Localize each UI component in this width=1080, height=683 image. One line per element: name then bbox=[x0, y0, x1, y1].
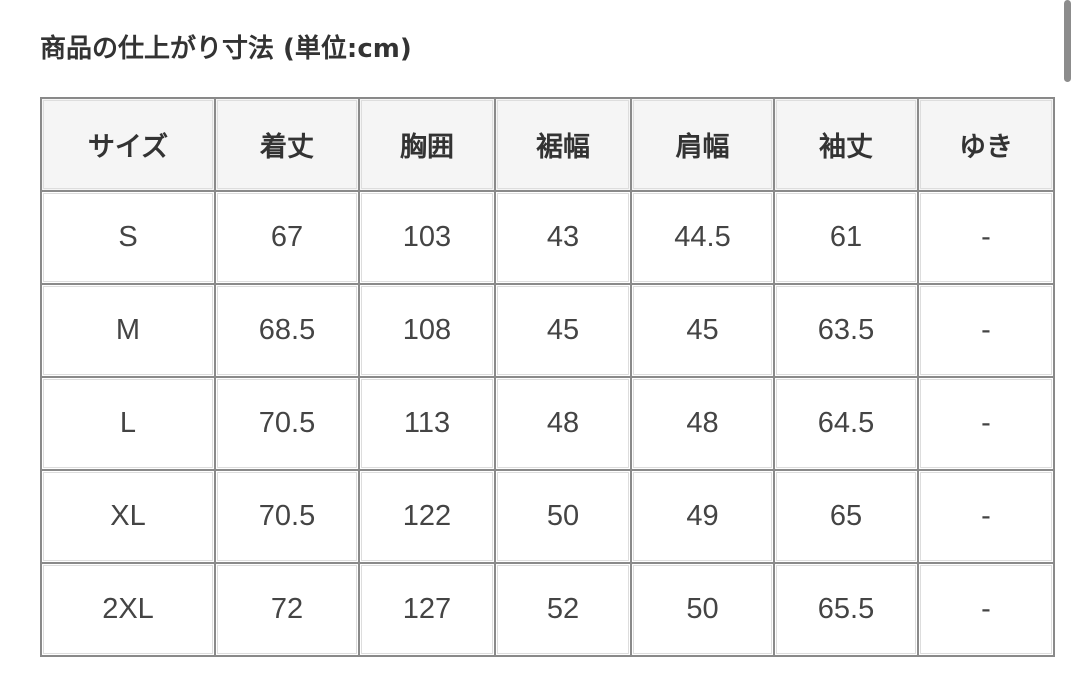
table-row: L 70.5 113 48 48 64.5- bbox=[41, 377, 1054, 470]
table-cell: - bbox=[918, 377, 1054, 470]
table-cell: - bbox=[918, 563, 1054, 656]
table-cell: 45 bbox=[495, 284, 631, 377]
table-cell: 45 bbox=[631, 284, 774, 377]
table-cell: 70.5 bbox=[215, 377, 359, 470]
table-cell: L bbox=[41, 377, 215, 470]
table-cell: 108 bbox=[359, 284, 495, 377]
table-cell: XL bbox=[41, 470, 215, 563]
table-cell: - bbox=[918, 191, 1054, 284]
table-cell: 68.5 bbox=[215, 284, 359, 377]
column-header: 肩幅 bbox=[631, 98, 774, 191]
column-header: 袖丈 bbox=[774, 98, 918, 191]
table-cell: S bbox=[41, 191, 215, 284]
column-header: 着丈 bbox=[215, 98, 359, 191]
table-cell: - bbox=[918, 470, 1054, 563]
table-cell: - bbox=[918, 284, 1054, 377]
column-header: ゆき bbox=[918, 98, 1054, 191]
table-cell: 2XL bbox=[41, 563, 215, 656]
size-table: サイズ 着丈 胸囲 裾幅 肩幅 袖丈 ゆき S 67 103 43 44.5 61- M 68.5 108 4… bbox=[40, 97, 1055, 657]
table-cell: 63.5 bbox=[774, 284, 918, 377]
table-cell: 70.5 bbox=[215, 470, 359, 563]
table-cell: 49 bbox=[631, 470, 774, 563]
scrollbar[interactable] bbox=[1064, 0, 1071, 82]
column-header: 胸囲 bbox=[359, 98, 495, 191]
table-cell: 65 bbox=[774, 470, 918, 563]
table-cell: 103 bbox=[359, 191, 495, 284]
table-cell: 67 bbox=[215, 191, 359, 284]
table-cell: 65.5 bbox=[774, 563, 918, 656]
table-cell: 122 bbox=[359, 470, 495, 563]
table-cell: 72 bbox=[215, 563, 359, 656]
column-header: 裾幅 bbox=[495, 98, 631, 191]
table-row: S 67 103 43 44.5 61- bbox=[41, 191, 1054, 284]
table-cell: 113 bbox=[359, 377, 495, 470]
table-cell: 127 bbox=[359, 563, 495, 656]
table-cell: 43 bbox=[495, 191, 631, 284]
table-cell: 44.5 bbox=[631, 191, 774, 284]
table-cell: M bbox=[41, 284, 215, 377]
table-cell: 61 bbox=[774, 191, 918, 284]
table-row: M 68.5 108 45 45 63.5- bbox=[41, 284, 1054, 377]
table-cell: 48 bbox=[631, 377, 774, 470]
table-cell: 64.5 bbox=[774, 377, 918, 470]
table-cell: 50 bbox=[495, 470, 631, 563]
page-title: 商品の仕上がり寸法 (単位:cm) bbox=[40, 34, 412, 64]
table-row: 2XL 72 127 52 50 65.5- bbox=[41, 563, 1054, 656]
table-cell: 48 bbox=[495, 377, 631, 470]
column-header: サイズ bbox=[41, 98, 215, 191]
table-cell: 50 bbox=[631, 563, 774, 656]
table-header-row: サイズ 着丈 胸囲 裾幅 肩幅 袖丈 ゆき bbox=[41, 98, 1054, 191]
table-cell: 52 bbox=[495, 563, 631, 656]
table-row: XL 70.5 122 50 49 65- bbox=[41, 470, 1054, 563]
